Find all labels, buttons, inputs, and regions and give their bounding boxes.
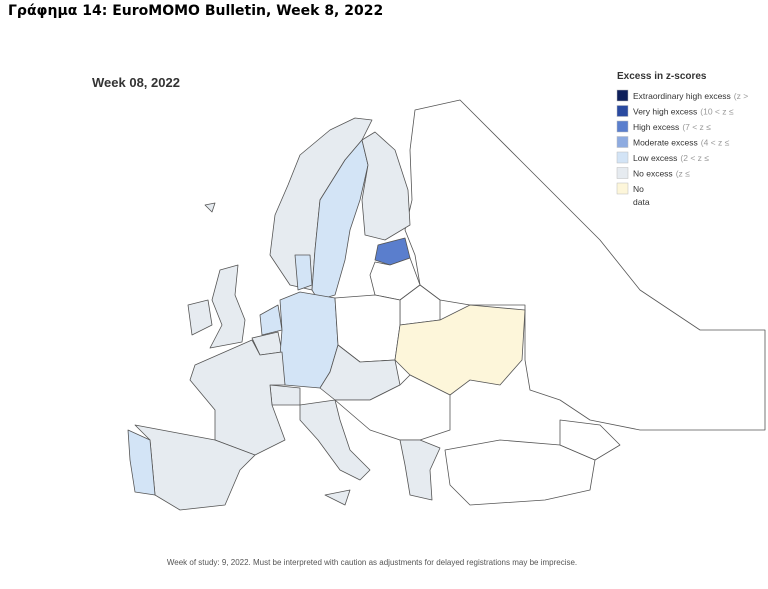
legend-range: (10 < z ≤ <box>700 107 734 117</box>
russia <box>404 99 766 431</box>
svalbard <box>204 202 216 213</box>
legend-swatch <box>616 167 629 179</box>
footnote: Week of study: 9, 2022. Must be interpre… <box>167 558 577 567</box>
legend-range: (z ≤ <box>676 169 690 179</box>
legend-label: Extraordinary high excess (z > <box>633 91 748 101</box>
legend-label: High excess (7 < z ≤ <box>633 122 711 132</box>
legend-range: (4 < z ≤ <box>701 138 730 148</box>
greece <box>399 439 441 501</box>
denmark <box>294 254 313 291</box>
legend-swatch <box>616 136 629 148</box>
legend-name: Extraordinary high excess <box>633 91 731 101</box>
sicily <box>324 489 351 506</box>
netherlands <box>259 304 283 336</box>
page-heading: Γράφημα 14: EuroMOMO Bulletin, Week 8, 2… <box>8 3 384 19</box>
balkans <box>334 374 451 441</box>
legend-title: Excess in z-scores <box>617 71 707 82</box>
legend-label: Low excess (2 < z ≤ <box>633 153 709 163</box>
map-title: Week 08, 2022 <box>92 75 180 90</box>
caucasus <box>559 419 621 461</box>
legend: Excess in z-scores Extraordinary high ex… <box>616 71 748 207</box>
legend-range: (7 < z ≤ <box>682 122 711 132</box>
legend-swatch <box>616 182 629 195</box>
legend-label: data <box>633 197 650 207</box>
italy <box>299 399 371 481</box>
legend-label: Very high excess (10 < z ≤ <box>633 107 734 117</box>
ukraine <box>394 304 526 396</box>
ireland <box>187 299 213 336</box>
legend-label: Moderate excess (4 < z ≤ <box>633 138 730 148</box>
turkey <box>444 439 596 506</box>
legend-range: (z > <box>734 91 748 101</box>
legend-name: High excess <box>633 122 679 132</box>
legend-name: Moderate excess <box>633 138 698 148</box>
legend-label: No excess (z ≤ <box>633 169 690 179</box>
portugal <box>127 429 156 496</box>
legend-label: No <box>633 184 644 194</box>
legend-name: No excess <box>633 169 673 179</box>
legend-swatch <box>616 151 629 164</box>
legend-name: Low excess <box>633 153 677 163</box>
switzerland <box>269 384 301 406</box>
legend-swatch <box>616 89 629 102</box>
united-kingdom <box>209 264 246 349</box>
legend-name: Very high excess <box>633 107 697 117</box>
legend-swatch <box>616 120 629 133</box>
legend-swatch <box>616 105 629 117</box>
finland <box>361 131 411 241</box>
legend-range: (2 < z ≤ <box>680 153 709 163</box>
france <box>189 339 286 456</box>
